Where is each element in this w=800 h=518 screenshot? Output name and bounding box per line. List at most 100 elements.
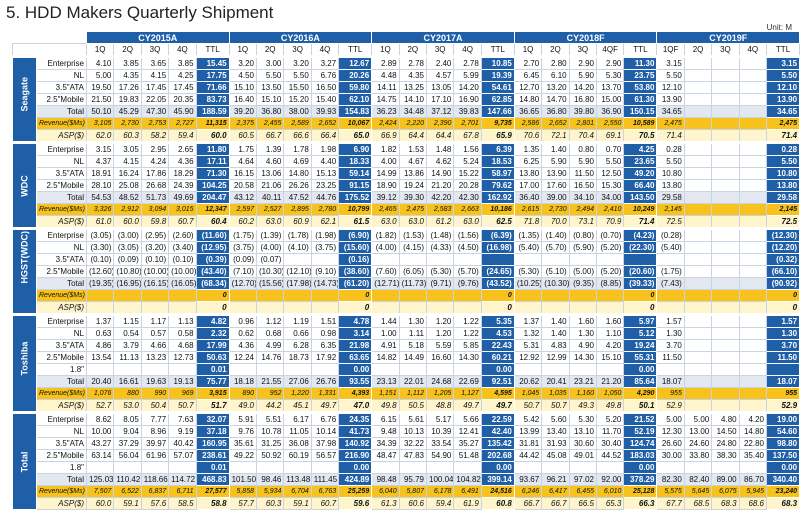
cell: 2,455 xyxy=(255,117,285,130)
cell: 4.60 xyxy=(255,155,285,168)
cell: 13.90 xyxy=(656,93,685,106)
cell: 71.8 xyxy=(513,215,543,229)
row-label: 2.5"Mobile xyxy=(36,265,87,278)
data-row: NL (3.30) (3.05) (3.20) (3.40) (12.95) (3.75)(… xyxy=(13,241,800,254)
cell: 14.70 xyxy=(541,93,570,106)
cell: (24.65) xyxy=(480,265,515,278)
cell: (9.76) xyxy=(453,277,482,290)
cell: (5.40) xyxy=(513,241,543,254)
data-row: ASP($) 60.0 59.1 57.6 58.5 58.8 57.7 60.3 59.1 60… xyxy=(13,497,800,510)
cell: 955 xyxy=(766,387,800,400)
cell xyxy=(683,351,713,364)
cell: 13.50 xyxy=(255,81,285,94)
cell: 150.15 xyxy=(623,105,658,118)
cell: 10.39 xyxy=(425,425,455,438)
cell: 0.00 xyxy=(480,461,515,474)
cell: (8.85) xyxy=(595,277,625,290)
cell: 13.90 xyxy=(541,167,570,180)
cell xyxy=(595,289,625,302)
cell: (22.30) xyxy=(623,241,658,254)
cell: 23.65 xyxy=(623,155,658,168)
cell: 5.50 xyxy=(283,69,312,82)
cell: (38.60) xyxy=(338,265,373,278)
cell: (5.90) xyxy=(568,241,598,254)
cell: 58.2 xyxy=(140,129,170,143)
cell: 16.15 xyxy=(228,167,258,180)
cell: (3.75) xyxy=(228,241,258,254)
cell: 6.45 xyxy=(513,69,543,82)
cell: 98.48 xyxy=(371,473,400,486)
cell: 59.8 xyxy=(140,215,170,229)
cell: 68.3 xyxy=(766,497,800,510)
cell: 5.42 xyxy=(513,412,543,426)
cell xyxy=(683,129,713,143)
cell xyxy=(683,277,713,290)
cell xyxy=(453,461,482,474)
cell: 50.5 xyxy=(398,399,428,413)
cell: 21.50 xyxy=(85,93,115,106)
cell: 35.40 xyxy=(738,449,768,462)
cell: 0.00 xyxy=(623,363,658,376)
cell: 5.59 xyxy=(425,339,455,352)
cell xyxy=(683,179,713,192)
cell: 13.20 xyxy=(541,81,570,94)
cell: 3.85 xyxy=(113,56,142,70)
cell xyxy=(140,289,170,302)
cell xyxy=(738,314,768,328)
cell: (16.05) xyxy=(168,277,197,290)
row-label: NL xyxy=(36,155,87,168)
cell: (4.23) xyxy=(623,228,658,242)
cell: 5,945 xyxy=(738,485,768,498)
cell: 5.30 xyxy=(595,69,625,82)
cell: 75.77 xyxy=(195,375,230,388)
row-label: Enterprise xyxy=(36,228,87,242)
cell: 1.22 xyxy=(453,314,482,328)
cell xyxy=(398,461,428,474)
quarter-header: 4Q xyxy=(168,43,197,57)
cell: 5.31 xyxy=(513,339,543,352)
cell: 2.40 xyxy=(425,56,455,70)
cell xyxy=(228,461,258,474)
cell: 0.00 xyxy=(623,461,658,474)
cell: 10.13 xyxy=(398,425,428,438)
cell: 13.06 xyxy=(255,167,285,180)
cell: (1.35) xyxy=(513,228,543,242)
cell: 17.45 xyxy=(140,81,170,94)
quarter-header: 1Q xyxy=(228,43,258,57)
cell: 49.20 xyxy=(623,167,658,180)
cell: 54.53 xyxy=(85,191,115,204)
cell: 5.90 xyxy=(541,155,570,168)
cell: 39.80 xyxy=(568,105,598,118)
cell: 24.80 xyxy=(711,437,740,450)
cell: 15.50 xyxy=(283,81,312,94)
data-row: HGST(WDC) Enterprise (3.05) (3.00) (2.95) (2.… xyxy=(12,228,800,315)
cell: 1.75 xyxy=(228,142,258,156)
cell: 47.52 xyxy=(283,191,312,204)
cell: (3.05) xyxy=(113,241,142,254)
cell: (9.71) xyxy=(425,277,455,290)
quarter-header: 2Q xyxy=(683,43,713,57)
quarter-header: 3Q xyxy=(568,43,598,57)
cell: 18.73 xyxy=(283,351,312,364)
row-label: Enterprise xyxy=(36,56,87,70)
cell xyxy=(310,289,340,302)
cell: 68.5 xyxy=(683,497,713,510)
cell: 2.78 xyxy=(398,56,428,70)
cell: 15.00 xyxy=(595,93,625,106)
cell: 14.80 xyxy=(283,167,312,180)
cell: 6,455 xyxy=(568,485,598,498)
cell: 5.90 xyxy=(568,69,598,82)
cell: 11.70 xyxy=(595,425,625,438)
cell: 45.08 xyxy=(541,449,570,462)
cell: 42.20 xyxy=(425,191,455,204)
cell xyxy=(541,363,570,376)
cell xyxy=(595,363,625,376)
cell: 18.33 xyxy=(338,155,373,168)
cell: 67.7 xyxy=(656,497,685,510)
cell: 2.32 xyxy=(195,327,230,340)
cell xyxy=(683,253,713,266)
cell: 49.7 xyxy=(453,399,482,413)
cell xyxy=(683,387,713,400)
cell: (12.71) xyxy=(371,277,400,290)
cell: 5,934 xyxy=(255,485,285,498)
